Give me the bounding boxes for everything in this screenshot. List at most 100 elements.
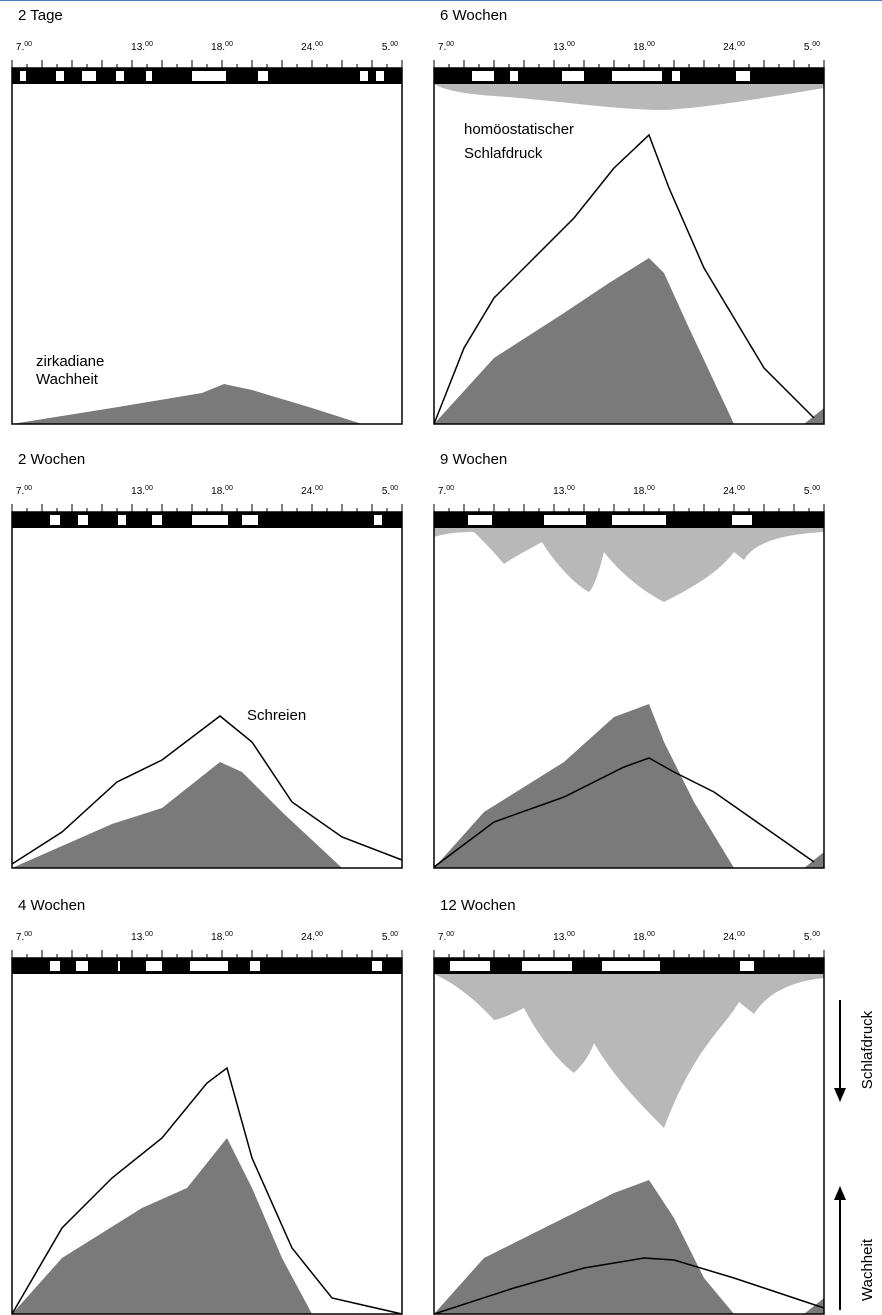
panel-title: 2 Wochen <box>18 451 85 468</box>
side-label: Schlafdruck <box>859 1010 876 1089</box>
wake-segment <box>250 961 260 971</box>
wake-segment <box>56 71 64 81</box>
time-label: 7.00 <box>438 485 454 497</box>
time-minutes: 00 <box>647 41 655 48</box>
panel-title: 6 Wochen <box>440 7 507 24</box>
wakefulness-area <box>12 762 342 868</box>
time-label: 5.00 <box>382 931 398 943</box>
time-label: 13.00 <box>131 485 153 497</box>
wake-segment <box>50 961 60 971</box>
time-hour: 5. <box>804 932 812 943</box>
time-label: 7.00 <box>438 931 454 943</box>
wake-segment <box>76 961 88 971</box>
time-minutes: 00 <box>145 931 153 938</box>
time-minutes: 00 <box>567 931 575 938</box>
time-minutes: 00 <box>567 485 575 492</box>
time-label: 24.00 <box>723 41 745 53</box>
annotation: Wachheit <box>36 371 99 388</box>
time-hour: 7. <box>438 486 446 497</box>
time-minutes: 00 <box>647 931 655 938</box>
panel-frame <box>11 957 403 1315</box>
time-label: 5.00 <box>804 41 820 53</box>
wake-segment <box>376 71 384 81</box>
sleep-pressure-area <box>434 528 824 602</box>
sleep-pressure-area <box>434 974 824 1128</box>
annotation: Schreien <box>247 707 306 724</box>
time-minutes: 00 <box>315 931 323 938</box>
curve-line <box>433 133 815 425</box>
wake-segment <box>152 515 162 525</box>
annotation: Schlafdruck <box>464 145 543 162</box>
time-hour: 7. <box>16 932 24 943</box>
time-hour: 5. <box>382 932 390 943</box>
wake-segment <box>468 515 492 525</box>
time-label: 7.00 <box>16 485 32 497</box>
wake-segment <box>258 71 268 81</box>
time-minutes: 00 <box>225 485 233 492</box>
wake-segment <box>116 71 124 81</box>
arrow-head <box>834 1088 846 1102</box>
wake-segment <box>740 961 754 971</box>
time-hour: 24. <box>301 486 315 497</box>
time-minutes: 00 <box>737 485 745 492</box>
time-hour: 18. <box>633 42 647 53</box>
wake-segment <box>372 961 382 971</box>
time-label: 13.00 <box>553 41 575 53</box>
time-minutes: 00 <box>812 485 820 492</box>
curve-line <box>11 715 403 865</box>
curve-line <box>11 1066 403 1315</box>
wake-segment <box>242 515 258 525</box>
time-label: 24.00 <box>301 931 323 943</box>
time-label: 24.00 <box>301 485 323 497</box>
wakefulness-area <box>12 384 362 424</box>
time-hour: 7. <box>16 486 24 497</box>
time-minutes: 00 <box>390 485 398 492</box>
panel-title: 9 Wochen <box>440 451 507 468</box>
side-label: Wachheit <box>859 1238 876 1301</box>
wake-segment <box>374 515 382 525</box>
time-label: 18.00 <box>211 485 233 497</box>
time-minutes: 00 <box>24 931 32 938</box>
time-label: 18.00 <box>633 485 655 497</box>
time-minutes: 00 <box>446 485 454 492</box>
time-minutes: 00 <box>24 485 32 492</box>
time-hour: 18. <box>211 486 225 497</box>
time-hour: 13. <box>553 932 567 943</box>
time-minutes: 00 <box>225 41 233 48</box>
time-minutes: 00 <box>812 41 820 48</box>
time-minutes: 00 <box>567 41 575 48</box>
wakefulness-area <box>434 258 824 424</box>
wake-segment <box>612 71 662 81</box>
wake-segment <box>472 71 494 81</box>
sleep-pressure-area <box>434 84 824 110</box>
time-label: 13.00 <box>553 931 575 943</box>
wakefulness-area <box>434 704 824 868</box>
time-hour: 13. <box>131 932 145 943</box>
time-minutes: 00 <box>24 41 32 48</box>
wake-segment <box>450 961 490 971</box>
time-minutes: 00 <box>315 41 323 48</box>
time-label: 5.00 <box>382 41 398 53</box>
time-minutes: 00 <box>315 485 323 492</box>
arrow-head <box>834 1186 846 1200</box>
time-hour: 24. <box>723 932 737 943</box>
wake-segment <box>146 961 162 971</box>
time-label: 18.00 <box>211 931 233 943</box>
time-minutes: 00 <box>647 485 655 492</box>
wake-segment <box>146 71 152 81</box>
panel-title: 2 Tage <box>18 7 63 24</box>
wakefulness-area <box>434 1180 824 1314</box>
wake-segment <box>360 71 368 81</box>
time-label: 24.00 <box>301 41 323 53</box>
time-hour: 18. <box>633 932 647 943</box>
time-label: 5.00 <box>382 485 398 497</box>
curve-line <box>433 757 815 868</box>
curve-line <box>433 1257 825 1315</box>
time-label: 24.00 <box>723 931 745 943</box>
wake-segment <box>612 515 666 525</box>
